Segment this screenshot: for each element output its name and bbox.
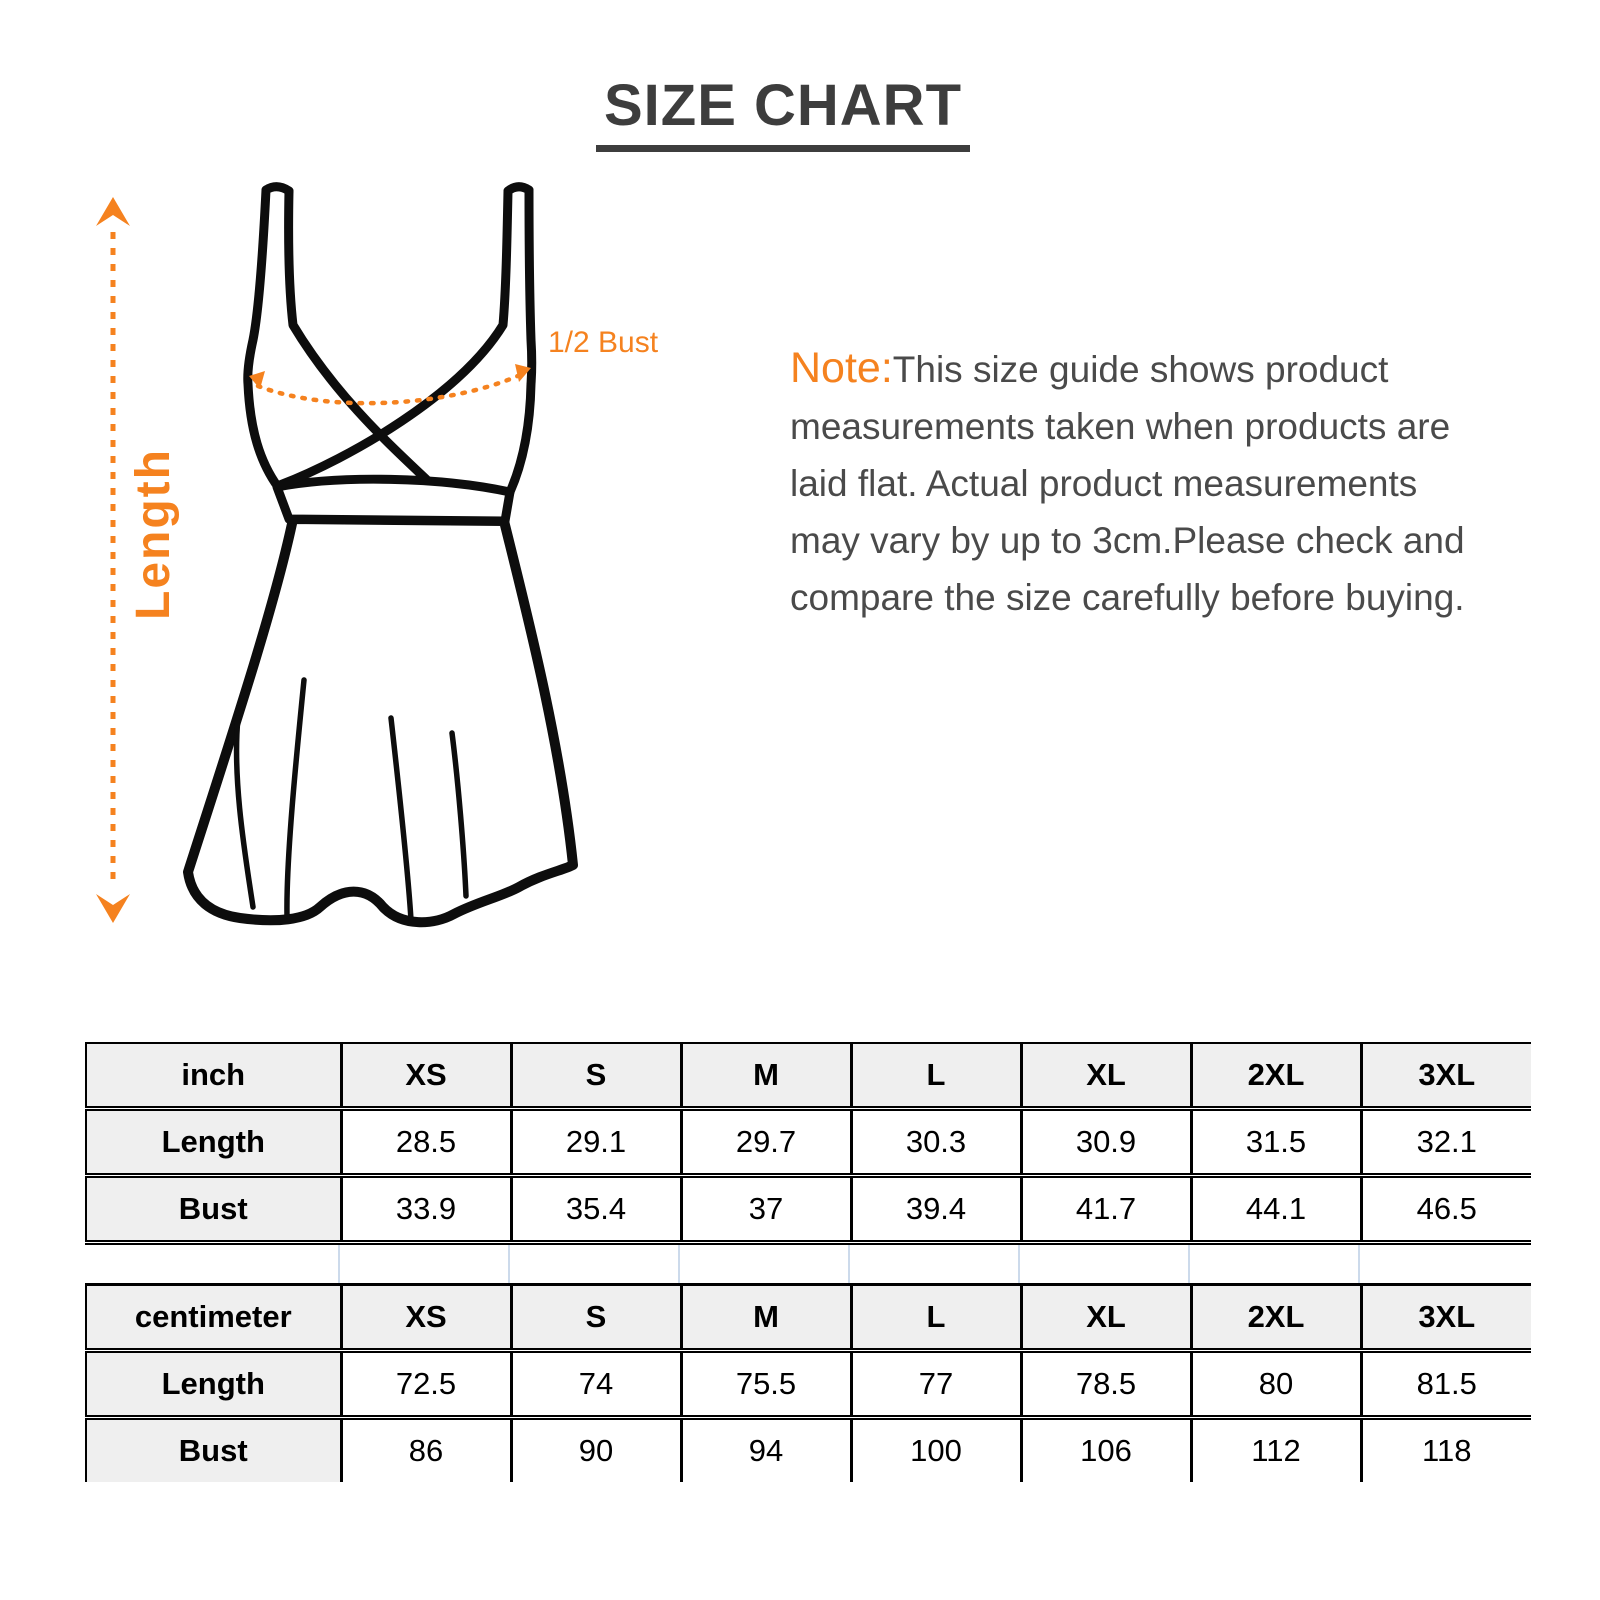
size-tables: inch XS S M L XL 2XL 3XL Length 28.5 29.1 29.7 30.3 3…	[85, 1042, 1533, 1482]
table-row: Bust 86 90 94 100 106 112 118	[86, 1417, 1531, 1482]
bust-arrow	[249, 364, 531, 406]
length-measure-label: Length	[127, 448, 180, 620]
table-row: Bust 33.9 35.4 37 39.4 41.7 44.1 46.5	[86, 1175, 1531, 1243]
row-label: Bust	[86, 1175, 343, 1243]
note-line: compare the size carefully before buying…	[790, 577, 1465, 618]
column-header: XL	[1021, 1043, 1193, 1109]
dress-waistband	[272, 474, 515, 526]
size-value-cell: 118	[1422, 1433, 1472, 1468]
column-header: XS	[341, 1043, 513, 1109]
note-line: This size guide shows product	[892, 349, 1389, 390]
note-line: may vary by up to 3cm.Please check and	[790, 520, 1465, 561]
size-value-cell: 28.5	[341, 1108, 513, 1176]
size-table-inch: inch XS S M L XL 2XL 3XL Length 28.5 29.1 29.7 30.3 3…	[85, 1042, 1531, 1245]
size-value-cell: 112	[1191, 1417, 1363, 1482]
size-value-cell: 100	[851, 1417, 1023, 1482]
dress-skirt	[183, 514, 578, 928]
header-row: inch XS S M L XL 2XL 3XL	[86, 1043, 1531, 1109]
column-header: S	[511, 1284, 683, 1351]
column-header: 2XL	[1191, 1043, 1363, 1109]
size-value-cell: 74	[511, 1350, 683, 1418]
column-header: M	[681, 1284, 853, 1351]
skirt-pleats	[233, 677, 469, 923]
size-value-cell: 35.4	[511, 1175, 683, 1243]
size-value-cell: 77	[851, 1350, 1023, 1418]
table-row: Length 28.5 29.1 29.7 30.3 30.9 31.5 32.1	[86, 1108, 1531, 1176]
header-row: centimeter XS S M L XL 2XL 3XL	[86, 1284, 1531, 1351]
size-value-cell: 30.3	[851, 1108, 1023, 1176]
size-value-cell: 72.5	[341, 1350, 513, 1418]
column-header: L	[851, 1284, 1023, 1351]
size-value-cell: 33.9	[341, 1175, 513, 1243]
size-value-cell: 106	[1021, 1417, 1193, 1482]
size-value-cell: 86	[341, 1417, 513, 1482]
size-value-cell: 32.1	[1416, 1124, 1477, 1159]
row-label: Length	[86, 1108, 343, 1176]
column-header: XL	[1021, 1284, 1193, 1351]
note-line: laid flat. Actual product measurements	[790, 463, 1418, 504]
size-value-cell: 75.5	[681, 1350, 853, 1418]
size-value-cell: 29.7	[681, 1108, 853, 1176]
size-value-cell: 41.7	[1021, 1175, 1193, 1243]
size-value-cell: 80	[1191, 1350, 1363, 1418]
table-spacer	[85, 1245, 1530, 1283]
size-value-cell: 46.5	[1416, 1191, 1477, 1226]
column-header: centimeter	[86, 1284, 343, 1351]
size-value-cell: 94	[681, 1417, 853, 1482]
column-header: L	[851, 1043, 1023, 1109]
length-arrow	[96, 197, 130, 923]
row-label: Bust	[86, 1417, 343, 1482]
column-header: XS	[341, 1284, 513, 1351]
size-value-cell: 30.9	[1021, 1108, 1193, 1176]
size-value-cell: 29.1	[511, 1108, 683, 1176]
column-header: S	[511, 1043, 683, 1109]
dress-bodice	[243, 182, 537, 497]
column-header: 2XL	[1191, 1284, 1363, 1351]
row-label: Length	[86, 1350, 343, 1418]
note-prefix: Note:	[790, 344, 893, 392]
half-bust-measure-label: 1/2 Bust	[548, 326, 659, 359]
column-header: M	[681, 1043, 853, 1109]
size-table-centimeter: centimeter XS S M L XL 2XL 3XL Length 72.5 74 75.5 7…	[85, 1283, 1531, 1482]
size-value-cell: 37	[681, 1175, 853, 1243]
size-value-cell: 90	[511, 1417, 683, 1482]
column-header: 3XL	[1361, 1284, 1531, 1351]
size-value-cell: 31.5	[1191, 1108, 1363, 1176]
dress-illustration	[96, 182, 578, 928]
page-title: SIZE CHART	[596, 72, 970, 152]
size-value-cell: 81.5	[1416, 1366, 1477, 1401]
table-row: Length 72.5 74 75.5 77 78.5 80 81.5	[86, 1350, 1531, 1418]
size-value-cell: 39.4	[851, 1175, 1023, 1243]
column-header: inch	[86, 1043, 343, 1109]
note-line: measurements taken when products are	[790, 406, 1451, 447]
size-value-cell: 78.5	[1021, 1350, 1193, 1418]
size-value-cell: 44.1	[1191, 1175, 1363, 1243]
column-header: 3XL	[1361, 1043, 1531, 1109]
note-paragraph: Note:This size guide shows product measu…	[790, 340, 1560, 626]
